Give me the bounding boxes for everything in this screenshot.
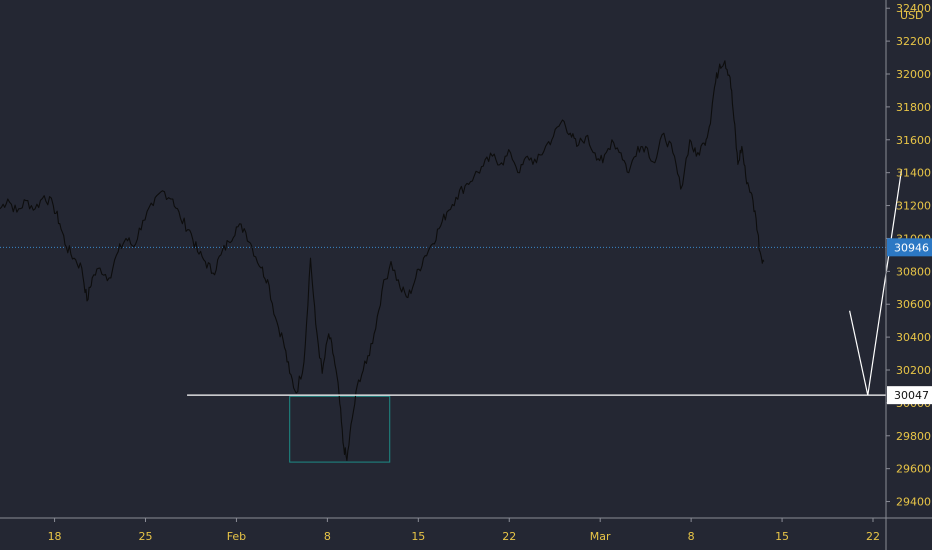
price-axis[interactable]: 2940029600298003000030200304003060030800… xyxy=(885,0,932,550)
current-price-badge-bg xyxy=(887,238,932,257)
currency-label: USD xyxy=(900,9,924,22)
current-price-label: 30946 xyxy=(894,241,929,254)
support-price-badge-bg xyxy=(887,386,932,405)
price-tick-label: 32200 xyxy=(896,35,931,48)
price-tick-label: 30200 xyxy=(896,364,931,377)
price-tick-label: 30600 xyxy=(896,298,931,311)
time-tick-label: 15 xyxy=(775,530,789,543)
time-tick-label: 25 xyxy=(139,530,153,543)
plot-area xyxy=(0,60,903,463)
time-tick-label: 8 xyxy=(688,530,695,543)
support-price-label: 30047 xyxy=(894,389,929,402)
price-tick-label: 31800 xyxy=(896,101,931,114)
time-tick-label: Mar xyxy=(590,530,611,543)
current-price-badge: 30946 xyxy=(887,238,932,257)
time-tick-label: 18 xyxy=(48,530,62,543)
support-price-badge: 30047 xyxy=(887,386,932,405)
price-tick-label: 31400 xyxy=(896,167,931,180)
price-tick-label: 29800 xyxy=(896,430,931,443)
price-tick-label: 32000 xyxy=(896,68,931,81)
time-tick-label: 22 xyxy=(502,530,516,543)
time-tick-label: 22 xyxy=(866,530,880,543)
price-tick-label: 29400 xyxy=(896,496,931,509)
price-tick-label: 31200 xyxy=(896,200,931,213)
price-tick-label: 30400 xyxy=(896,331,931,344)
price-tick-label: 29600 xyxy=(896,463,931,476)
time-axis[interactable]: 18 25 Feb 8 15 22 Mar 8 15 22 xyxy=(0,517,932,543)
price-tick-label: 30800 xyxy=(896,265,931,278)
price-tick-label: 32400 xyxy=(896,2,931,15)
price-series-line xyxy=(0,60,765,461)
time-tick-label: 8 xyxy=(324,530,331,543)
time-tick-label: 15 xyxy=(411,530,425,543)
time-tick-label: Feb xyxy=(227,530,246,543)
price-tick-label: 31600 xyxy=(896,134,931,147)
